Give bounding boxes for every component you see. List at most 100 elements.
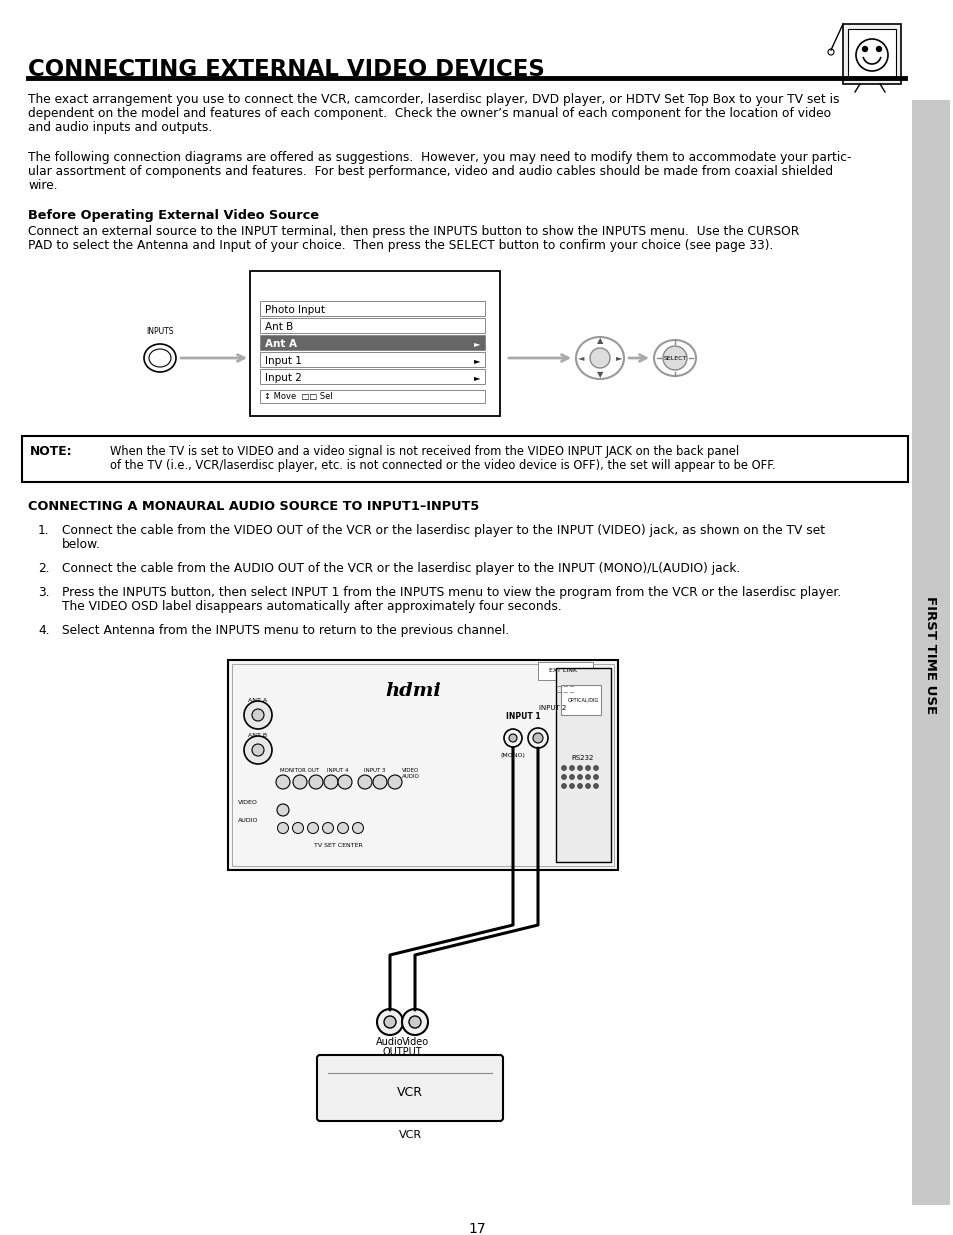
Text: hdmi: hdmi (385, 682, 440, 700)
Circle shape (373, 776, 387, 789)
Bar (560, 685, 600, 715)
Bar (22, 436, 907, 482)
Circle shape (401, 1009, 428, 1035)
Text: AUDIO: AUDIO (237, 818, 258, 823)
Text: Before Operating External Video Source: Before Operating External Video Source (28, 209, 319, 222)
Text: ANT B: ANT B (248, 734, 267, 739)
Text: ▲: ▲ (597, 336, 602, 346)
Circle shape (252, 743, 264, 756)
Text: Audio: Audio (375, 1037, 403, 1047)
Circle shape (569, 783, 574, 788)
Text: INPUT 3: INPUT 3 (364, 768, 385, 773)
Text: 1.: 1. (38, 524, 50, 537)
Circle shape (244, 736, 272, 764)
Text: CONNECTING A MONAURAL AUDIO SOURCE TO INPUT1–INPUT5: CONNECTING A MONAURAL AUDIO SOURCE TO IN… (28, 500, 478, 513)
Text: The exact arrangement you use to connect the VCR, camcorder, laserdisc player, D: The exact arrangement you use to connect… (28, 93, 839, 106)
Text: Input 2: Input 2 (265, 373, 301, 383)
Text: Ant B: Ant B (265, 322, 293, 332)
Text: ►: ► (474, 340, 479, 348)
Text: When the TV is set to VIDEO and a video signal is not received from the VIDEO IN: When the TV is set to VIDEO and a video … (110, 445, 739, 458)
FancyBboxPatch shape (316, 1055, 502, 1121)
Bar (260, 317, 484, 333)
Text: Connect the cable from the AUDIO OUT of the VCR or the laserdisc player to the I: Connect the cable from the AUDIO OUT of … (62, 562, 740, 576)
Circle shape (593, 783, 598, 788)
Text: CONNECTING EXTERNAL VIDEO DEVICES: CONNECTING EXTERNAL VIDEO DEVICES (28, 58, 544, 82)
Circle shape (561, 774, 566, 779)
Circle shape (376, 1009, 402, 1035)
Bar (847, 28, 895, 79)
Circle shape (307, 823, 318, 834)
Circle shape (577, 783, 582, 788)
Text: 2.: 2. (38, 562, 50, 576)
Circle shape (293, 776, 307, 789)
Text: ular assortment of components and features.  For best performance, video and aud: ular assortment of components and featur… (28, 165, 832, 178)
Text: Video: Video (401, 1037, 428, 1047)
Text: 4.: 4. (38, 624, 50, 637)
Text: RS232: RS232 (571, 755, 594, 761)
Circle shape (533, 734, 542, 743)
Text: (MONO): (MONO) (500, 753, 525, 758)
Text: and audio inputs and outputs.: and audio inputs and outputs. (28, 121, 212, 135)
Circle shape (577, 774, 582, 779)
Circle shape (589, 348, 609, 368)
Circle shape (561, 783, 566, 788)
Text: ►: ► (474, 357, 479, 366)
Text: wire.: wire. (28, 179, 57, 191)
Bar (260, 352, 484, 367)
Circle shape (322, 823, 334, 834)
Circle shape (293, 823, 303, 834)
Circle shape (585, 783, 590, 788)
Text: EXT LINK: EXT LINK (548, 668, 577, 673)
Text: — — —: — — — (557, 690, 575, 695)
Circle shape (357, 776, 372, 789)
Circle shape (585, 766, 590, 771)
Text: ◄: ◄ (578, 353, 583, 363)
Text: INPUT 1: INPUT 1 (505, 713, 539, 721)
Text: PAD to select the Antenna and Input of your choice.  Then press the SELECT butto: PAD to select the Antenna and Input of y… (28, 240, 773, 252)
Circle shape (561, 766, 566, 771)
Text: 3.: 3. (38, 585, 50, 599)
Circle shape (309, 776, 323, 789)
Text: Connect the cable from the VIDEO OUT of the VCR or the laserdisc player to the I: Connect the cable from the VIDEO OUT of … (62, 524, 824, 537)
Circle shape (527, 727, 547, 748)
Text: ►: ► (615, 353, 621, 363)
Circle shape (862, 47, 866, 52)
Text: — — —: — — — (557, 684, 575, 689)
Bar (556, 668, 610, 862)
Text: of the TV (i.e., VCR/laserdisc player, etc. is not connected or the video device: of the TV (i.e., VCR/laserdisc player, e… (110, 459, 775, 472)
Bar (260, 301, 484, 316)
Bar (842, 23, 900, 84)
Text: Select Antenna from the INPUTS menu to return to the previous channel.: Select Antenna from the INPUTS menu to r… (62, 624, 509, 637)
Circle shape (569, 774, 574, 779)
Circle shape (337, 776, 352, 789)
Text: TV SET CENTER: TV SET CENTER (314, 844, 362, 848)
Circle shape (593, 766, 598, 771)
Text: OUTPUT: OUTPUT (382, 1047, 421, 1057)
Circle shape (252, 709, 264, 721)
Text: VIDEO: VIDEO (237, 800, 257, 805)
Circle shape (388, 776, 401, 789)
Bar (228, 659, 618, 869)
Circle shape (585, 774, 590, 779)
Text: SELECT: SELECT (662, 356, 686, 361)
Text: VCR: VCR (396, 1087, 422, 1099)
Circle shape (244, 701, 272, 729)
Text: The following connection diagrams are offered as suggestions.  However, you may : The following connection diagrams are of… (28, 151, 851, 164)
Text: 17: 17 (468, 1221, 485, 1235)
Circle shape (384, 1016, 395, 1028)
Circle shape (662, 346, 686, 370)
Text: MONITOR OUT: MONITOR OUT (280, 768, 319, 773)
Circle shape (276, 804, 289, 816)
Circle shape (593, 774, 598, 779)
Circle shape (509, 734, 517, 742)
Bar (260, 369, 484, 384)
Text: INPUTS: INPUTS (146, 327, 173, 336)
Text: NOTE:: NOTE: (30, 445, 72, 458)
Text: Photo Input: Photo Input (265, 305, 325, 315)
Bar (250, 270, 499, 416)
Text: dependent on the model and features of each component.  Check the owner’s manual: dependent on the model and features of e… (28, 107, 830, 120)
Bar (260, 390, 484, 403)
Circle shape (277, 823, 288, 834)
Text: ↕ Move  □□ Sel: ↕ Move □□ Sel (264, 393, 333, 401)
Text: FIRST TIME USE: FIRST TIME USE (923, 597, 937, 714)
